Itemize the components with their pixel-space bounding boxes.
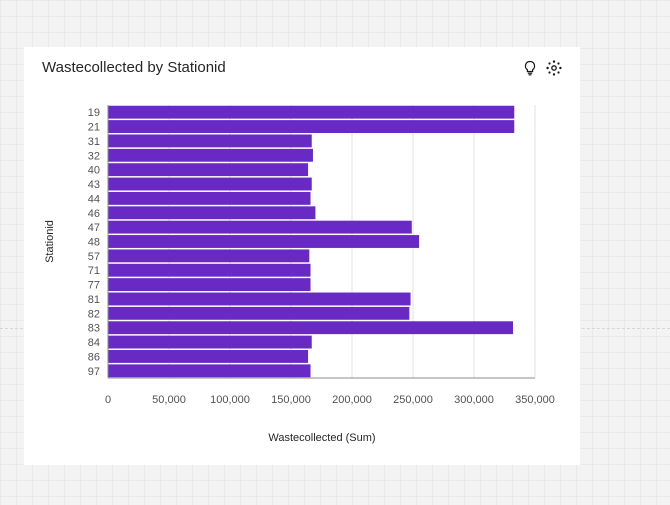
y-tick-label: 31 <box>88 136 100 148</box>
y-tick-label: 46 <box>88 208 100 220</box>
x-tick-label: 50,000 <box>152 394 186 406</box>
x-tick-label: 250,000 <box>393 394 433 406</box>
bar[interactable] <box>108 364 311 378</box>
y-tick-label: 43 <box>88 179 100 191</box>
bar[interactable] <box>108 335 312 349</box>
bar[interactable] <box>108 191 311 205</box>
bar[interactable] <box>108 220 412 234</box>
bar[interactable] <box>108 177 312 191</box>
x-tick-label: 0 <box>105 394 111 406</box>
bar[interactable] <box>108 120 515 133</box>
y-tick-label: 19 <box>88 107 100 119</box>
y-tick-label: 32 <box>88 150 100 162</box>
y-tick-label: 77 <box>88 280 100 292</box>
bar[interactable] <box>108 278 311 292</box>
y-tick-label: 82 <box>88 308 100 320</box>
bar[interactable] <box>108 292 411 306</box>
x-tick-label: 100,000 <box>210 394 250 406</box>
lightbulb-icon[interactable] <box>521 59 539 77</box>
x-tick-label: 300,000 <box>454 394 494 406</box>
y-tick-label: 71 <box>88 265 100 277</box>
bar[interactable] <box>108 263 311 277</box>
x-tick-label: 150,000 <box>271 394 311 406</box>
chart-title: Wastecollected by Stationid <box>42 59 226 76</box>
bar[interactable] <box>108 163 309 177</box>
y-tick-label: 48 <box>88 237 100 249</box>
y-tick-label: 57 <box>88 251 100 263</box>
bar[interactable] <box>108 321 514 335</box>
y-tick-label: 97 <box>88 366 100 378</box>
settings-icon[interactable] <box>545 59 563 77</box>
y-tick-label: 86 <box>88 351 100 363</box>
bar[interactable] <box>108 206 316 220</box>
x-axis-title: Wastecollected (Sum) <box>268 432 375 444</box>
x-tick-label: 350,000 <box>515 394 555 406</box>
bar[interactable] <box>108 235 420 248</box>
y-tick-label: 21 <box>88 122 100 134</box>
bar-chart: 0 50,000 100,000 150,000 200,000 250,000 300,0… <box>44 105 555 444</box>
y-tick-label: 40 <box>88 165 100 177</box>
chart-card[interactable]: Wastecollected by Stationid 0 50,000 100,0… <box>24 47 580 465</box>
bar[interactable] <box>108 249 310 263</box>
bar[interactable] <box>108 134 312 148</box>
bar[interactable] <box>108 350 309 363</box>
y-tick-label: 47 <box>88 222 100 234</box>
x-tick-label: 200,000 <box>332 394 372 406</box>
y-tick-label: 81 <box>88 294 100 306</box>
y-tick-label: 84 <box>88 337 100 349</box>
y-axis-title: Stationid <box>44 220 56 263</box>
bar[interactable] <box>108 105 515 119</box>
bar[interactable] <box>108 148 313 162</box>
bar[interactable] <box>108 306 410 320</box>
y-tick-label: 44 <box>88 193 100 205</box>
y-tick-label: 83 <box>88 323 100 335</box>
